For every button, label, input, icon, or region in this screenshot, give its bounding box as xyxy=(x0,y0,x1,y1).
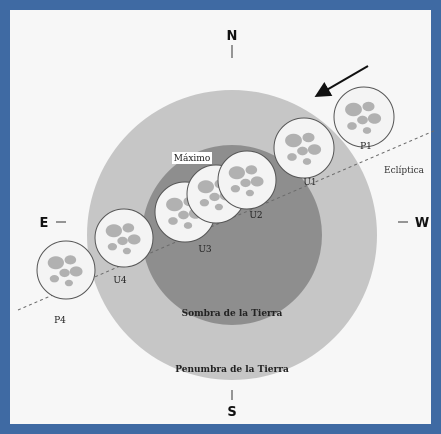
moon-u1 xyxy=(273,117,335,179)
moon-u4 xyxy=(94,208,154,268)
motion-arrow-icon xyxy=(314,65,369,98)
moon-label-u1: U1 xyxy=(303,178,316,188)
moon-maria-p1-1 xyxy=(362,101,375,112)
moon-maria-max-b-0 xyxy=(228,166,245,180)
moon-maria-max-b-3 xyxy=(240,178,251,188)
moon-maria-u3-3 xyxy=(178,210,189,220)
moon-maria-u1-5 xyxy=(302,158,312,165)
ecliptic-line xyxy=(17,129,437,311)
moon-p4 xyxy=(36,240,96,300)
moon-maria-u3-5 xyxy=(183,222,193,229)
moon-p1 xyxy=(333,86,395,148)
moon-label-u2: U2 xyxy=(249,211,262,221)
penumbra-label: Penumbra de la Tierra xyxy=(175,365,289,375)
moon-maria-p4-4 xyxy=(49,274,60,283)
moon-maria-max-a-5 xyxy=(214,203,223,211)
maximum-label-bg xyxy=(172,152,212,164)
moon-maria-p4-5 xyxy=(64,279,73,287)
moon-maria-u4-5 xyxy=(122,247,131,255)
moon-maria-p4-2 xyxy=(69,266,83,277)
moon-maria-u4-1 xyxy=(122,223,135,233)
ecliptic-label: Eclíptica xyxy=(384,165,425,176)
moon-maria-max-a-0 xyxy=(197,180,214,194)
moon-maria-max-b-2 xyxy=(250,176,264,187)
moon-label-p1: P1 xyxy=(360,142,372,152)
moon-maria-p1-0 xyxy=(345,102,362,117)
maximum-label: Máximo xyxy=(174,153,211,164)
moon-maria-u1-1 xyxy=(302,132,315,143)
moon-maria-p1-4 xyxy=(347,122,357,130)
north-label: N xyxy=(227,29,238,44)
moon-maria-p1-5 xyxy=(362,127,372,134)
moon-maria-max-b-4 xyxy=(230,184,241,193)
moon-maria-p4-0 xyxy=(47,256,64,270)
moon-label-u3: U3 xyxy=(198,245,212,255)
south-label: S xyxy=(227,405,236,420)
moon-maria-u4-3 xyxy=(117,236,128,246)
east-label: E xyxy=(40,216,49,231)
moon-maria-u4-4 xyxy=(107,242,118,251)
moon-maria-u1-2 xyxy=(307,144,322,155)
moon-maria-u1-3 xyxy=(297,146,308,156)
moon-maria-u4-2 xyxy=(127,234,141,245)
moon-label-p4: P4 xyxy=(54,316,66,326)
moon-sequence xyxy=(36,86,395,300)
umbra-label: Sombra de la Tierra xyxy=(182,309,283,319)
moon-maria-u3-4 xyxy=(168,217,178,225)
moon-maria-p1-2 xyxy=(367,113,382,124)
west-label: W xyxy=(415,216,429,231)
moon-maria-max-b-5 xyxy=(245,189,254,197)
moon-maria-p1-3 xyxy=(357,115,368,125)
moon-maria-u3-0 xyxy=(166,197,183,212)
moon-maria-u1-4 xyxy=(287,153,297,161)
moon-maria-max-b-1 xyxy=(245,165,258,175)
moon-max-b xyxy=(217,150,277,210)
moon-maria-u1-0 xyxy=(285,133,302,148)
moon-maria-p4-1 xyxy=(64,255,77,265)
moon-maria-u4-0 xyxy=(105,224,122,238)
moon-maria-max-a-4 xyxy=(199,198,210,207)
moon-maria-p4-3 xyxy=(59,268,70,278)
moon-label-u4: U4 xyxy=(113,276,127,286)
moon-maria-max-a-3 xyxy=(209,192,220,202)
